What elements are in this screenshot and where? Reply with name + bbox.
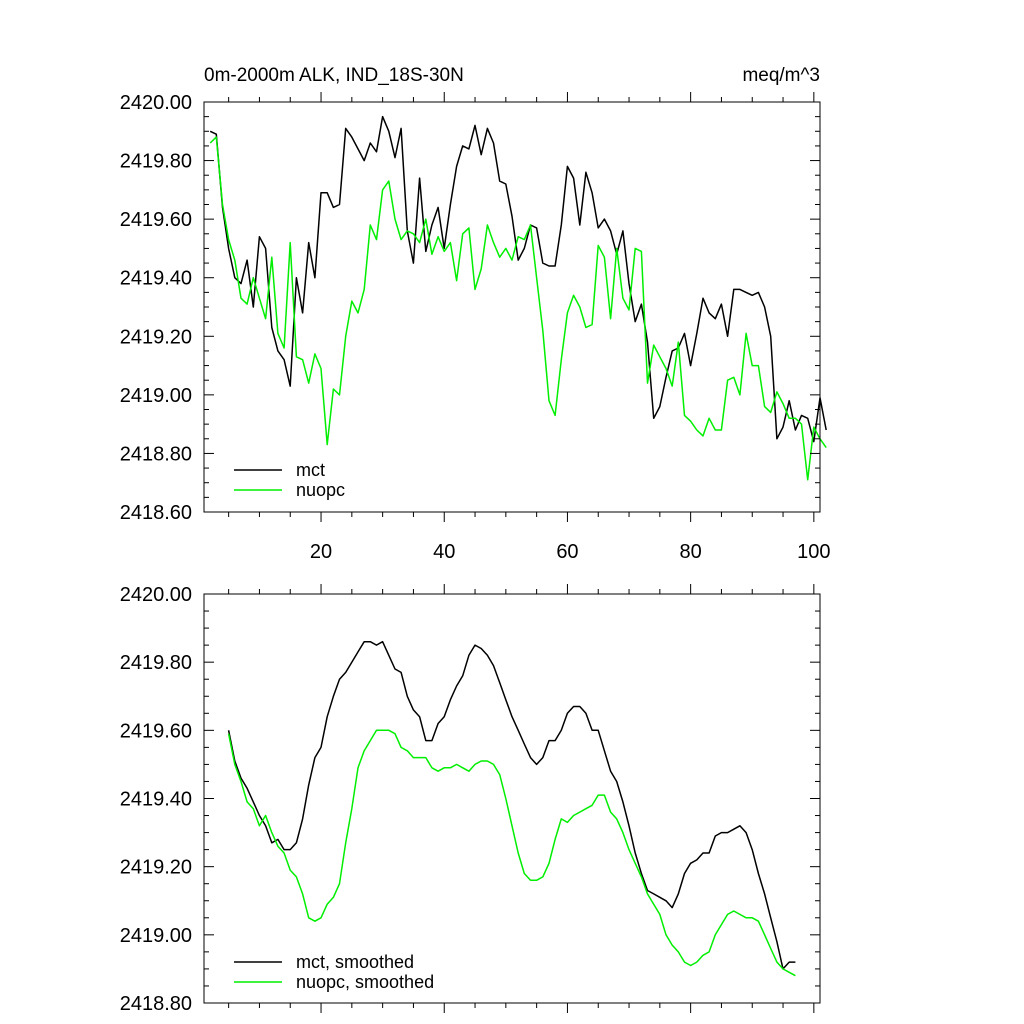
y-tick-label: 2420.00 bbox=[120, 584, 192, 606]
top-panel: 0m-2000m ALK, IND_18S-30N meq/m^3 2418.6… bbox=[120, 65, 831, 563]
y-tick-label: 2420.00 bbox=[120, 92, 192, 114]
y-tick-label: 2419.00 bbox=[120, 925, 192, 947]
chart-title: 0m-2000m ALK, IND_18S-30N bbox=[204, 65, 464, 86]
units-label: meq/m^3 bbox=[742, 65, 820, 86]
y-tick-label: 2419.40 bbox=[120, 789, 192, 811]
x-tick-label: 80 bbox=[680, 541, 702, 563]
y-tick-label: 2419.00 bbox=[120, 385, 192, 407]
legend-label-mct-smoothed: mct, smoothed bbox=[296, 952, 414, 972]
y-tick-label: 2418.60 bbox=[120, 502, 192, 524]
y-tick-label: 2419.60 bbox=[120, 209, 192, 231]
x-tick-label: 20 bbox=[310, 541, 332, 563]
legend-label-nuopc-smoothed: nuopc, smoothed bbox=[296, 972, 434, 992]
y-tick-label: 2419.60 bbox=[120, 720, 192, 742]
bottom-panel: 2418.80 2419.00 2419.20 2419.40 2419.60 2419.… bbox=[120, 584, 821, 1015]
y-tick-label: 2418.80 bbox=[120, 443, 192, 465]
series-line-mct-smoothed bbox=[227, 640, 796, 970]
y-tick-label: 2419.20 bbox=[120, 326, 192, 348]
y-tick-label: 2419.80 bbox=[120, 151, 192, 173]
x-tick-label: 100 bbox=[797, 541, 830, 563]
series-line-nuopc bbox=[209, 136, 827, 481]
top-legend: mct nuopc bbox=[234, 460, 345, 500]
y-tick-label: 2419.40 bbox=[120, 268, 192, 290]
y-tick-label: 2419.80 bbox=[120, 652, 192, 674]
bottom-plot-area: 2418.80 2419.00 2419.20 2419.40 2419.60 2419.… bbox=[120, 584, 821, 1015]
top-plot-area: 2418.60 2418.80 2419.00 2419.20 2419.40 2419.… bbox=[120, 92, 831, 563]
legend-label-nuopc: nuopc bbox=[296, 480, 345, 500]
series-line-mct bbox=[209, 115, 827, 443]
x-tick-label: 60 bbox=[556, 541, 578, 563]
y-tick-label: 2419.20 bbox=[120, 857, 192, 879]
y-tick-label: 2418.80 bbox=[120, 993, 192, 1015]
x-tick-label: 40 bbox=[433, 541, 455, 563]
legend-label-mct: mct bbox=[296, 460, 325, 480]
series-line-nuopc-smoothed bbox=[227, 729, 796, 977]
bottom-legend: mct, smoothed nuopc, smoothed bbox=[234, 952, 434, 992]
